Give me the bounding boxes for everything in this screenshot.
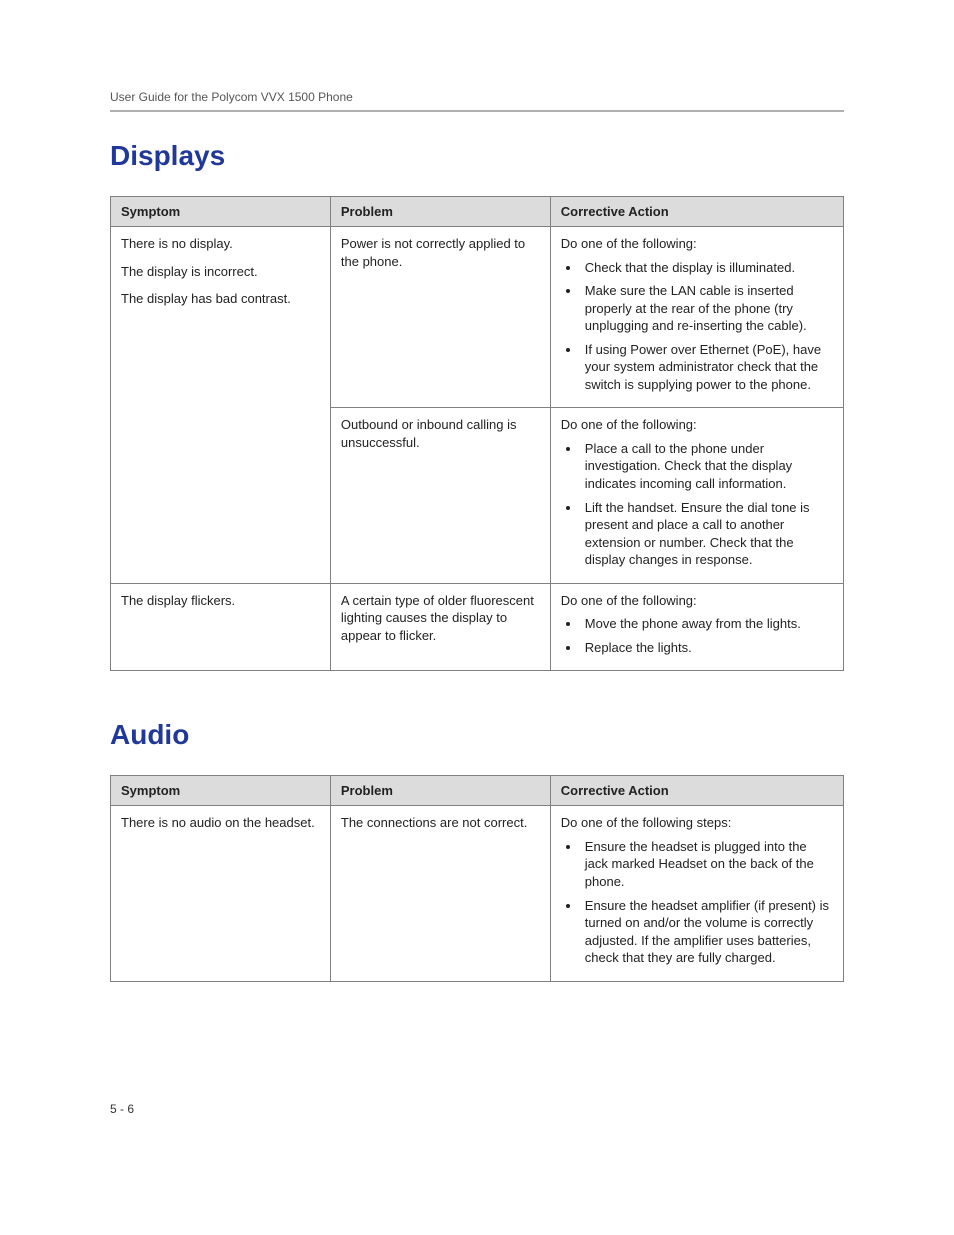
symptom-line: The display flickers. [121, 592, 320, 610]
cell-action: Do one of the following: Move the phone … [550, 583, 843, 671]
action-intro: Do one of the following: [561, 235, 833, 253]
action-item: Make sure the LAN cable is inserted prop… [581, 282, 833, 335]
cell-symptom: The display flickers. [111, 583, 331, 671]
action-list: Place a call to the phone under investig… [561, 440, 833, 569]
th-action: Corrective Action [550, 197, 843, 227]
action-item: Ensure the headset is plugged into the j… [581, 838, 833, 891]
action-list: Move the phone away from the lights. Rep… [561, 615, 833, 656]
header-rule [110, 110, 844, 112]
action-intro: Do one of the following: [561, 592, 833, 610]
action-intro: Do one of the following: [561, 416, 833, 434]
action-intro: Do one of the following steps: [561, 814, 833, 832]
action-list: Ensure the headset is plugged into the j… [561, 838, 833, 967]
cell-problem: The connections are not correct. [330, 806, 550, 981]
action-item: Check that the display is illuminated. [581, 259, 833, 277]
document-page: User Guide for the Polycom VVX 1500 Phon… [0, 0, 954, 1176]
cell-symptom: There is no audio on the headset. [111, 806, 331, 981]
audio-table: Symptom Problem Corrective Action There … [110, 775, 844, 981]
action-item: Place a call to the phone under investig… [581, 440, 833, 493]
section-heading-audio: Audio [110, 719, 844, 751]
symptom-line: There is no display. [121, 235, 320, 253]
th-symptom: Symptom [111, 776, 331, 806]
running-header: User Guide for the Polycom VVX 1500 Phon… [110, 90, 844, 104]
cell-action: Do one of the following: Place a call to… [550, 408, 843, 583]
table-header-row: Symptom Problem Corrective Action [111, 197, 844, 227]
table-row: The display flickers. A certain type of … [111, 583, 844, 671]
cell-symptom: There is no display. The display is inco… [111, 227, 331, 584]
action-item: If using Power over Ethernet (PoE), have… [581, 341, 833, 394]
cell-problem: Outbound or inbound calling is unsuccess… [330, 408, 550, 583]
th-action: Corrective Action [550, 776, 843, 806]
cell-action: Do one of the following steps: Ensure th… [550, 806, 843, 981]
table-row: There is no display. The display is inco… [111, 227, 844, 408]
th-symptom: Symptom [111, 197, 331, 227]
symptom-line: The display is incorrect. [121, 263, 320, 281]
action-item: Replace the lights. [581, 639, 833, 657]
action-item: Lift the handset. Ensure the dial tone i… [581, 499, 833, 569]
symptom-line: The display has bad contrast. [121, 290, 320, 308]
th-problem: Problem [330, 776, 550, 806]
page-number: 5 - 6 [110, 1102, 844, 1116]
cell-action: Do one of the following: Check that the … [550, 227, 843, 408]
symptom-line: There is no audio on the headset. [121, 814, 320, 832]
table-row: There is no audio on the headset. The co… [111, 806, 844, 981]
section-heading-displays: Displays [110, 140, 844, 172]
displays-table: Symptom Problem Corrective Action There … [110, 196, 844, 671]
cell-problem: A certain type of older fluorescent ligh… [330, 583, 550, 671]
cell-problem: Power is not correctly applied to the ph… [330, 227, 550, 408]
action-item: Move the phone away from the lights. [581, 615, 833, 633]
action-item: Ensure the headset amplifier (if present… [581, 897, 833, 967]
table-header-row: Symptom Problem Corrective Action [111, 776, 844, 806]
action-list: Check that the display is illuminated. M… [561, 259, 833, 394]
th-problem: Problem [330, 197, 550, 227]
